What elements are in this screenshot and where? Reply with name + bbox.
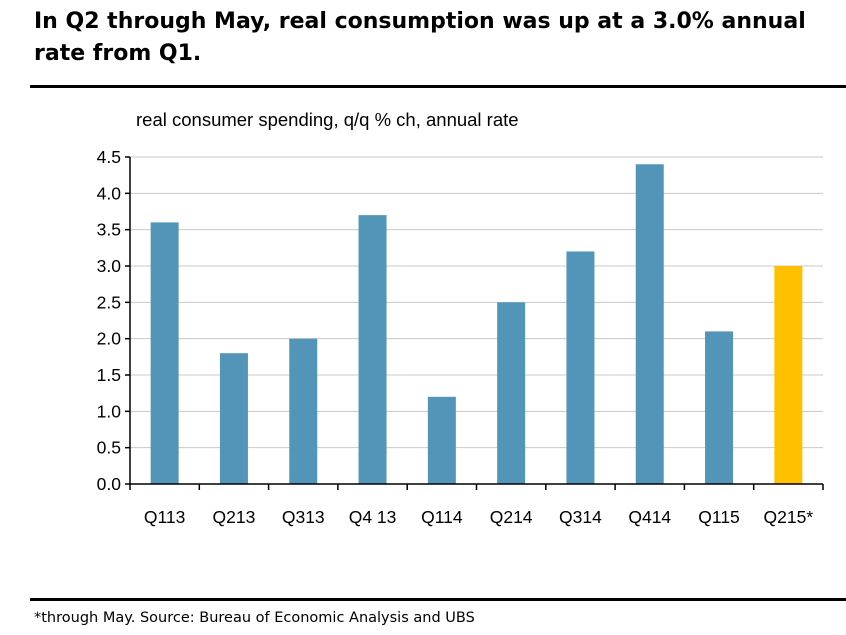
- x-tick-label: Q114: [421, 507, 463, 527]
- bar: [497, 302, 526, 484]
- chart-title: In Q2 through May, real consumption was …: [34, 9, 806, 66]
- x-tick-label: Q113: [144, 507, 186, 527]
- bar: [289, 338, 318, 484]
- bar: [358, 215, 387, 484]
- x-tick-label: Q213: [213, 507, 256, 527]
- bar: [427, 396, 456, 484]
- x-tick-labels: Q113 Q213 Q313 Q4 13 Q114 Q214 Q314 Q414 Q115 Q21…: [144, 507, 813, 527]
- y-tick-labels: 0.0 0.5 1.0 1.5 2.0 2.5 3.0 3.5 4.0 4.5: [97, 147, 122, 494]
- y-axis-label: real consumer spending, q/q % ch, annual…: [136, 109, 519, 130]
- y-tick-label: 4.5: [97, 147, 121, 167]
- source-footnote: *through May. Source: Bureau of Economic…: [34, 610, 475, 626]
- bar: [635, 164, 664, 484]
- x-tick-label: Q215*: [764, 507, 814, 527]
- y-tick-label: 1.5: [97, 365, 121, 385]
- x-tick-label: Q115: [698, 507, 740, 527]
- y-tick-label: 1.0: [97, 401, 122, 421]
- x-tick-label: Q214: [490, 507, 533, 527]
- bottom-divider: [30, 598, 846, 601]
- bars: [150, 164, 803, 484]
- x-tick-label: Q314: [559, 507, 602, 527]
- y-tick-label: 0.0: [97, 474, 122, 494]
- top-divider: [30, 85, 846, 88]
- y-tick-label: 4.0: [97, 183, 122, 203]
- bar: [150, 222, 179, 484]
- bar-chart: real consumer spending, q/q % ch, annual…: [97, 109, 824, 527]
- y-tick-label: 0.5: [97, 438, 121, 458]
- y-tick-label: 3.5: [97, 220, 121, 240]
- bar: [219, 353, 248, 484]
- y-tick-label: 2.5: [97, 292, 121, 312]
- bar: [774, 266, 803, 484]
- axes: [125, 156, 824, 490]
- y-tick-label: 2.0: [97, 329, 122, 349]
- x-tick-label: Q414: [628, 507, 671, 527]
- bar: [705, 331, 734, 484]
- y-tick-label: 3.0: [97, 256, 122, 276]
- x-tick-label: Q4 13: [349, 507, 397, 527]
- x-tick-label: Q313: [282, 507, 325, 527]
- bar: [566, 251, 595, 484]
